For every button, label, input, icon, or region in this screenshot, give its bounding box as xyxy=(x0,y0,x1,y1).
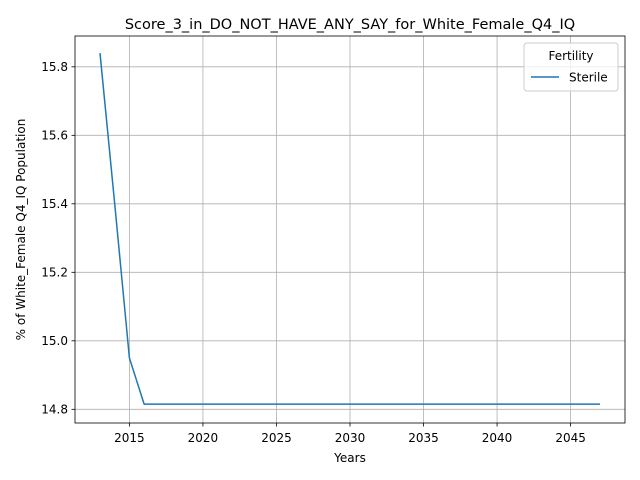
legend-title: Fertility xyxy=(548,49,593,63)
legend-box xyxy=(523,42,619,92)
x-tick-label: 2015 xyxy=(114,431,145,445)
y-tick-label: 15.8 xyxy=(41,60,68,74)
x-tick-label: 2025 xyxy=(261,431,292,445)
y-tick-label: 15.6 xyxy=(41,129,68,143)
x-tick-label: 2045 xyxy=(555,431,586,445)
grid xyxy=(75,36,625,423)
y-tick-label: 15.0 xyxy=(41,334,68,348)
series-line-sterile xyxy=(99,53,600,405)
x-axis-label: Years xyxy=(333,451,366,465)
y-axis-label: % of White_Female Q4_IQ Population xyxy=(14,119,28,341)
y-tick-label: 15.4 xyxy=(41,197,68,211)
x-tick-label: 2020 xyxy=(188,431,219,445)
y-tick-label: 15.2 xyxy=(41,266,68,280)
x-tick-label: 2030 xyxy=(335,431,366,445)
legend-entry-sterile: Sterile xyxy=(569,71,608,85)
y-tick-label: 14.8 xyxy=(41,403,68,417)
series-layer xyxy=(99,53,600,405)
x-tick-label: 2035 xyxy=(408,431,439,445)
x-axis-ticks: 2015 2020 2025 2030 2035 2040 2045 xyxy=(114,423,586,445)
y-axis-ticks: 14.8 15.0 15.2 15.4 15.6 15.8 xyxy=(41,60,75,417)
x-tick-label: 2040 xyxy=(482,431,513,445)
chart-title: Score_3_in_DO_NOT_HAVE_ANY_SAY_for_White… xyxy=(125,17,575,33)
legend: Fertility Sterile xyxy=(523,42,619,92)
